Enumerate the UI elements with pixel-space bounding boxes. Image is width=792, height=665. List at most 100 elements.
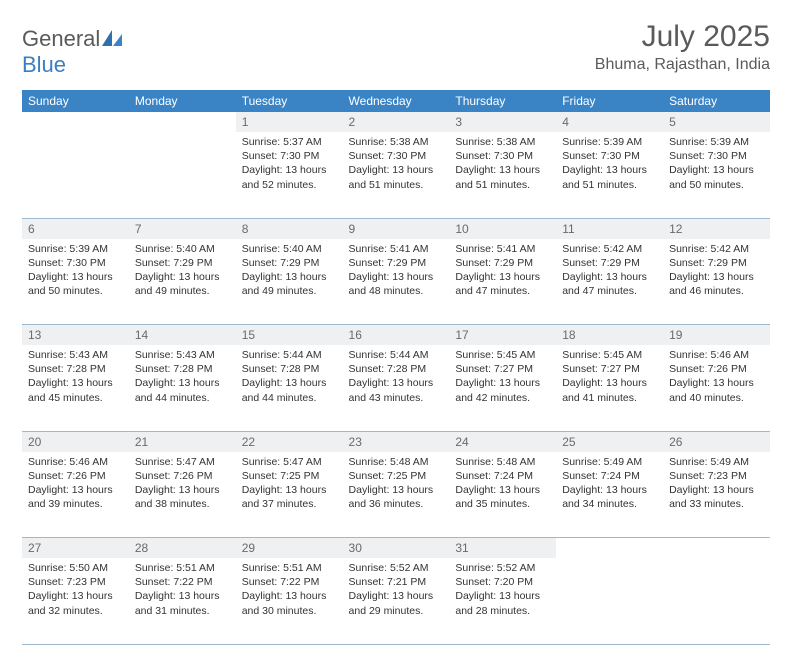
day-number: 10 [449,219,556,239]
day-number: 16 [343,325,450,345]
daylight-line-1: Daylight: 13 hours [455,376,550,390]
daynum-cell: 14 [129,325,236,346]
weekday-header: Saturday [663,90,770,112]
day-number: 12 [663,219,770,239]
sunset-line: Sunset: 7:21 PM [349,575,444,589]
day-number: 26 [663,432,770,452]
logo-text: General Blue [22,26,122,78]
day-details: Sunrise: 5:40 AMSunset: 7:29 PMDaylight:… [129,239,236,305]
daylight-line-1: Daylight: 13 hours [28,270,123,284]
day-number [22,112,129,132]
calendar-cell: Sunrise: 5:38 AMSunset: 7:30 PMDaylight:… [449,132,556,218]
daynum-cell: 18 [556,325,663,346]
day-number: 30 [343,538,450,558]
daynum-cell: 24 [449,431,556,452]
day-number [129,112,236,132]
sunrise-line: Sunrise: 5:49 AM [562,455,657,469]
calendar-table: SundayMondayTuesdayWednesdayThursdayFrid… [22,90,770,645]
daylight-line-1: Daylight: 13 hours [669,483,764,497]
day-details: Sunrise: 5:45 AMSunset: 7:27 PMDaylight:… [449,345,556,411]
calendar-cell: Sunrise: 5:45 AMSunset: 7:27 PMDaylight:… [449,345,556,431]
daylight-line-2: and 51 minutes. [349,178,444,192]
daylight-line-2: and 34 minutes. [562,497,657,511]
daylight-line-1: Daylight: 13 hours [455,270,550,284]
sunset-line: Sunset: 7:27 PM [562,362,657,376]
weekday-header: Monday [129,90,236,112]
weekday-header: Wednesday [343,90,450,112]
daylight-line-1: Daylight: 13 hours [562,483,657,497]
sunrise-line: Sunrise: 5:37 AM [242,135,337,149]
day-number: 23 [343,432,450,452]
calendar-cell: Sunrise: 5:44 AMSunset: 7:28 PMDaylight:… [236,345,343,431]
day-details: Sunrise: 5:37 AMSunset: 7:30 PMDaylight:… [236,132,343,198]
day-details: Sunrise: 5:39 AMSunset: 7:30 PMDaylight:… [22,239,129,305]
day-number: 11 [556,219,663,239]
day-number: 17 [449,325,556,345]
weekday-header: Sunday [22,90,129,112]
calendar-cell: Sunrise: 5:41 AMSunset: 7:29 PMDaylight:… [343,239,450,325]
day-details: Sunrise: 5:44 AMSunset: 7:28 PMDaylight:… [343,345,450,411]
daylight-line-2: and 51 minutes. [455,178,550,192]
calendar-cell: Sunrise: 5:47 AMSunset: 7:26 PMDaylight:… [129,452,236,538]
day-details: Sunrise: 5:38 AMSunset: 7:30 PMDaylight:… [343,132,450,198]
calendar-cell: Sunrise: 5:42 AMSunset: 7:29 PMDaylight:… [556,239,663,325]
sunrise-line: Sunrise: 5:38 AM [349,135,444,149]
sunrise-line: Sunrise: 5:40 AM [242,242,337,256]
daynum-cell: 29 [236,538,343,559]
daylight-line-1: Daylight: 13 hours [349,270,444,284]
sunrise-line: Sunrise: 5:43 AM [28,348,123,362]
daylight-line-2: and 31 minutes. [135,604,230,618]
daynum-cell: 8 [236,218,343,239]
daylight-line-2: and 29 minutes. [349,604,444,618]
sunset-line: Sunset: 7:30 PM [349,149,444,163]
calendar-cell: Sunrise: 5:38 AMSunset: 7:30 PMDaylight:… [343,132,450,218]
calendar-row: Sunrise: 5:43 AMSunset: 7:28 PMDaylight:… [22,345,770,431]
sunrise-line: Sunrise: 5:45 AM [562,348,657,362]
calendar-cell: Sunrise: 5:43 AMSunset: 7:28 PMDaylight:… [129,345,236,431]
sail-icon [102,26,122,52]
daylight-line-2: and 38 minutes. [135,497,230,511]
logo: General Blue [22,20,122,78]
day-number: 7 [129,219,236,239]
day-details: Sunrise: 5:41 AMSunset: 7:29 PMDaylight:… [449,239,556,305]
calendar-cell: Sunrise: 5:49 AMSunset: 7:24 PMDaylight:… [556,452,663,538]
daynum-cell: 3 [449,112,556,132]
daylight-line-2: and 44 minutes. [242,391,337,405]
daylight-line-1: Daylight: 13 hours [349,483,444,497]
calendar-cell: Sunrise: 5:40 AMSunset: 7:29 PMDaylight:… [129,239,236,325]
sunset-line: Sunset: 7:28 PM [242,362,337,376]
daynum-cell: 15 [236,325,343,346]
calendar-cell: Sunrise: 5:47 AMSunset: 7:25 PMDaylight:… [236,452,343,538]
day-details: Sunrise: 5:46 AMSunset: 7:26 PMDaylight:… [663,345,770,411]
calendar-cell: Sunrise: 5:48 AMSunset: 7:25 PMDaylight:… [343,452,450,538]
daynum-cell: 9 [343,218,450,239]
day-number [556,538,663,558]
day-details: Sunrise: 5:43 AMSunset: 7:28 PMDaylight:… [22,345,129,411]
daylight-line-1: Daylight: 13 hours [349,376,444,390]
daylight-line-2: and 52 minutes. [242,178,337,192]
daynum-cell: 4 [556,112,663,132]
calendar-cell [663,558,770,644]
day-number [663,538,770,558]
daylight-line-1: Daylight: 13 hours [669,270,764,284]
day-details: Sunrise: 5:45 AMSunset: 7:27 PMDaylight:… [556,345,663,411]
sunrise-line: Sunrise: 5:39 AM [669,135,764,149]
sunset-line: Sunset: 7:23 PM [28,575,123,589]
day-details: Sunrise: 5:48 AMSunset: 7:24 PMDaylight:… [449,452,556,518]
daylight-line-2: and 50 minutes. [28,284,123,298]
sunrise-line: Sunrise: 5:40 AM [135,242,230,256]
calendar-cell: Sunrise: 5:51 AMSunset: 7:22 PMDaylight:… [236,558,343,644]
sunset-line: Sunset: 7:24 PM [455,469,550,483]
calendar-cell: Sunrise: 5:44 AMSunset: 7:28 PMDaylight:… [343,345,450,431]
sunset-line: Sunset: 7:28 PM [349,362,444,376]
sunrise-line: Sunrise: 5:41 AM [455,242,550,256]
day-details: Sunrise: 5:46 AMSunset: 7:26 PMDaylight:… [22,452,129,518]
daylight-line-1: Daylight: 13 hours [135,589,230,603]
daynum-cell: 16 [343,325,450,346]
sunrise-line: Sunrise: 5:51 AM [242,561,337,575]
daylight-line-1: Daylight: 13 hours [242,483,337,497]
sunset-line: Sunset: 7:20 PM [455,575,550,589]
calendar-row: Sunrise: 5:37 AMSunset: 7:30 PMDaylight:… [22,132,770,218]
calendar-cell: Sunrise: 5:52 AMSunset: 7:20 PMDaylight:… [449,558,556,644]
logo-part2: Blue [22,52,66,77]
